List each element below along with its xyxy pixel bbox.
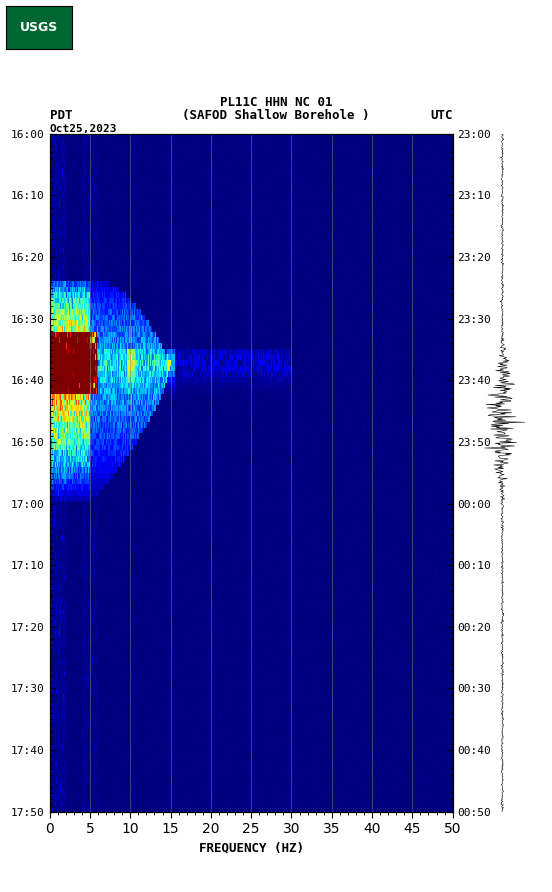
Text: Oct25,2023: Oct25,2023 — [50, 124, 117, 135]
X-axis label: FREQUENCY (HZ): FREQUENCY (HZ) — [199, 842, 304, 855]
Text: UTC: UTC — [430, 110, 453, 122]
Text: PDT: PDT — [50, 110, 72, 122]
Text: USGS: USGS — [19, 21, 58, 34]
Text: PL11C HHN NC 01: PL11C HHN NC 01 — [220, 96, 332, 109]
Text: (SAFOD Shallow Borehole ): (SAFOD Shallow Borehole ) — [182, 110, 370, 122]
